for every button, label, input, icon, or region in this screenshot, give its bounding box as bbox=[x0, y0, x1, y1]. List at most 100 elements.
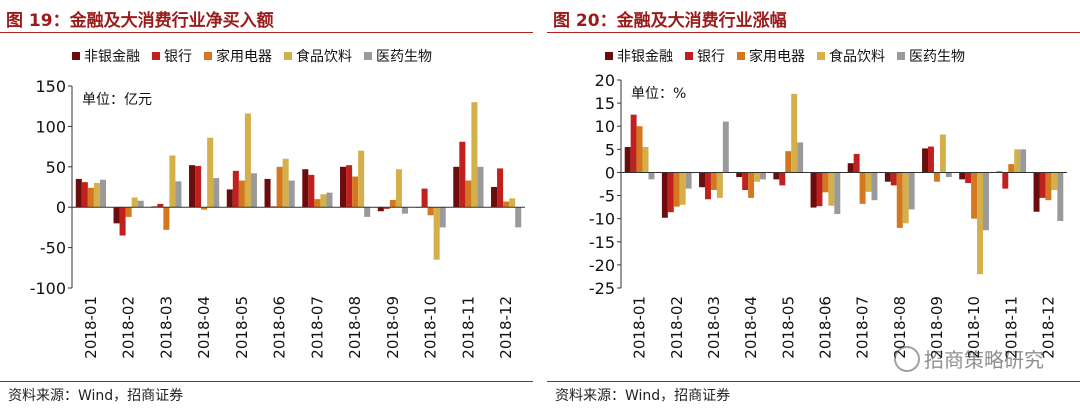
x-tick-label: 2018-02 bbox=[668, 296, 686, 359]
legend: 非银金融 银行 家用电器 食品饮料 医药生物 bbox=[605, 48, 965, 65]
bar bbox=[352, 176, 359, 208]
bar bbox=[113, 207, 120, 224]
source-rule bbox=[547, 381, 1080, 382]
y-tick-label: -20 bbox=[589, 256, 615, 275]
bar bbox=[933, 172, 940, 182]
y-tick-label: 50 bbox=[46, 158, 66, 177]
y-tick-label: -15 bbox=[589, 233, 615, 252]
bar bbox=[896, 172, 903, 228]
x-tick-label: 2018-10 bbox=[422, 296, 440, 359]
bar bbox=[99, 179, 106, 208]
x-tick-label: 2018-11 bbox=[1002, 296, 1020, 359]
bar bbox=[977, 172, 984, 275]
bar bbox=[1008, 164, 1015, 173]
legend: 非银金融 银行 家用电器 食品饮料 医药生物 bbox=[72, 48, 432, 65]
bar bbox=[884, 172, 891, 182]
bar bbox=[189, 165, 196, 208]
bar bbox=[195, 165, 202, 208]
bar bbox=[465, 180, 472, 208]
x-tick-label: 2018-04 bbox=[195, 296, 213, 359]
x-tick-label: 2018-11 bbox=[459, 296, 477, 359]
x-tick-label: 2018-03 bbox=[705, 296, 723, 359]
bar bbox=[742, 172, 749, 191]
bar bbox=[358, 150, 365, 208]
bar bbox=[810, 172, 817, 208]
bar bbox=[1033, 172, 1040, 212]
bar bbox=[816, 172, 823, 207]
bar bbox=[834, 172, 841, 215]
x-tick-label: 2018-03 bbox=[157, 296, 175, 359]
x-tick-label: 2018-12 bbox=[1039, 296, 1057, 359]
bar bbox=[433, 207, 440, 260]
x-tick-label: 2018-09 bbox=[928, 296, 946, 359]
bar bbox=[624, 147, 631, 173]
y-tick-label: -25 bbox=[589, 279, 615, 298]
watermark: 招商策略研究 bbox=[894, 344, 1044, 373]
legend-item: 银行 bbox=[685, 49, 725, 65]
bar bbox=[736, 172, 743, 178]
x-tick-label: 2018-05 bbox=[233, 296, 251, 359]
y-tick-label: 15 bbox=[595, 94, 615, 113]
bar bbox=[163, 207, 170, 230]
legend-item: 食品饮料 bbox=[284, 48, 352, 65]
bar bbox=[922, 148, 928, 173]
bar bbox=[250, 173, 257, 208]
bar bbox=[760, 172, 766, 180]
bar bbox=[716, 172, 723, 198]
bar bbox=[427, 207, 434, 216]
bar bbox=[471, 102, 478, 208]
legend-item: 非银金融 bbox=[605, 49, 673, 65]
x-tick-label: 2018-02 bbox=[120, 296, 138, 359]
bar bbox=[908, 172, 915, 210]
wechat-icon bbox=[894, 346, 920, 372]
bar bbox=[125, 207, 132, 217]
bar bbox=[704, 172, 711, 200]
y-tick-label: 0 bbox=[605, 163, 615, 182]
bar bbox=[320, 194, 327, 208]
legend-swatch bbox=[72, 52, 80, 60]
bar bbox=[340, 166, 347, 208]
unit-label: 单位：% bbox=[631, 86, 686, 102]
bar bbox=[822, 172, 829, 193]
bar bbox=[679, 172, 686, 205]
bar bbox=[853, 153, 860, 173]
bar bbox=[667, 172, 674, 213]
bar bbox=[377, 207, 384, 212]
bar bbox=[282, 158, 289, 208]
source-note: 资料来源：Wind，招商证券 bbox=[8, 388, 184, 404]
bar bbox=[939, 134, 946, 173]
bar bbox=[238, 180, 245, 208]
bar bbox=[673, 172, 680, 207]
bar bbox=[699, 172, 705, 188]
legend-swatch bbox=[152, 52, 160, 60]
x-tick-label: 2018-08 bbox=[891, 296, 909, 359]
legend-swatch bbox=[364, 52, 372, 60]
bar bbox=[791, 93, 798, 173]
bar bbox=[515, 207, 522, 228]
bar bbox=[87, 187, 94, 208]
bar bbox=[636, 126, 643, 173]
legend-item: 家用电器 bbox=[204, 48, 272, 65]
bar bbox=[890, 172, 897, 186]
bar bbox=[1057, 172, 1064, 221]
legend-label: 家用电器 bbox=[749, 48, 805, 65]
legend-label: 食品饮料 bbox=[829, 48, 885, 65]
bar bbox=[264, 178, 271, 208]
bar bbox=[902, 172, 909, 224]
bar bbox=[459, 141, 466, 208]
legend-swatch bbox=[204, 52, 212, 60]
y-tick-label: -10 bbox=[589, 210, 615, 229]
bar bbox=[232, 170, 239, 208]
bar bbox=[865, 172, 872, 192]
bar bbox=[213, 178, 220, 208]
x-tick-label: 2018-01 bbox=[631, 296, 649, 359]
bar bbox=[661, 172, 668, 218]
x-tick-label: 2018-12 bbox=[497, 296, 515, 359]
bar bbox=[93, 182, 100, 208]
bar bbox=[207, 137, 214, 208]
legend-item: 医药生物 bbox=[364, 49, 432, 65]
bar bbox=[302, 169, 309, 208]
bar bbox=[175, 181, 182, 208]
legend-label: 医药生物 bbox=[909, 49, 965, 65]
